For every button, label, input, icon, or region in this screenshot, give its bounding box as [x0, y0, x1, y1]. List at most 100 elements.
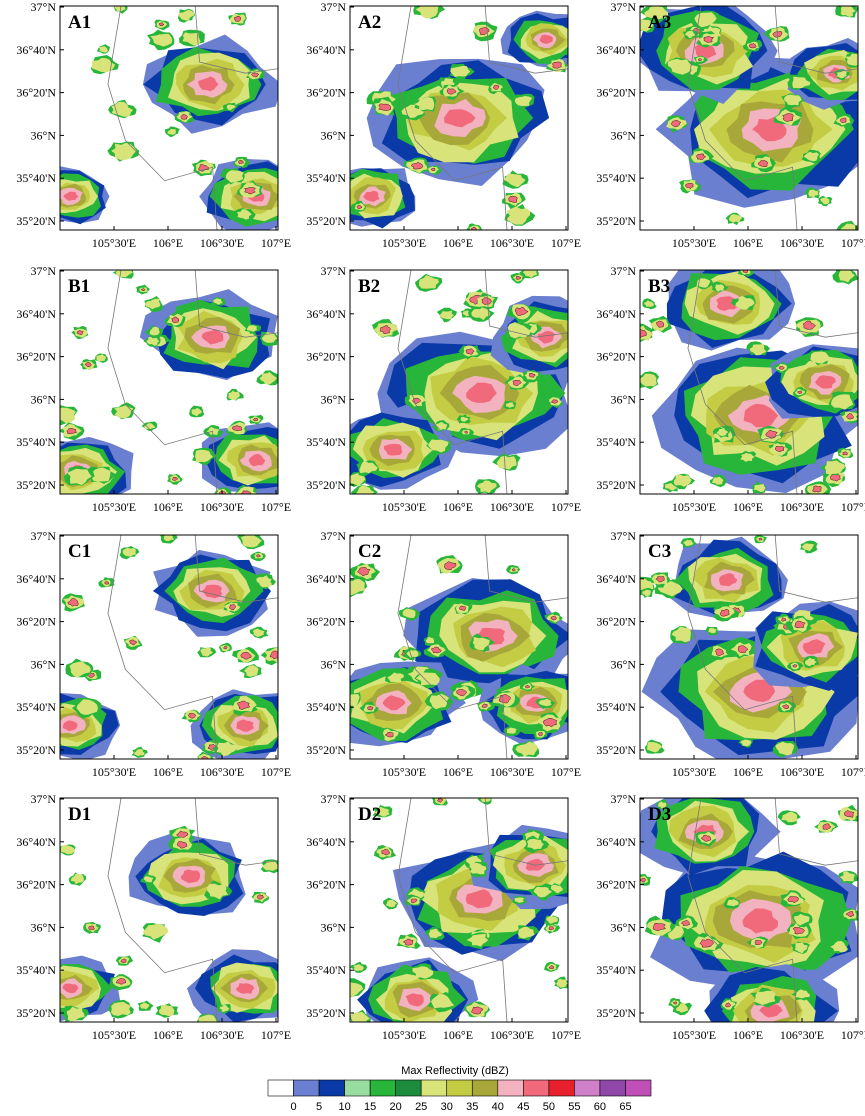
lat-tick-label: 35°40'N	[16, 171, 56, 185]
lon-tick-label: 105°30'E	[382, 236, 426, 250]
reflectivity-field	[640, 6, 858, 230]
lat-tick-label: 35°40'N	[16, 700, 56, 714]
lon-tick-label: 106°30'E	[490, 500, 534, 514]
lat-tick-label: 36°40'N	[596, 307, 636, 321]
lat-tick-label: 36°40'N	[596, 572, 636, 586]
lon-tick-label: 106°E	[733, 236, 763, 250]
lat-tick-label: 36°N	[611, 657, 637, 671]
panel-c3: 37°N 36°40'N 36°20'N 36°N 35°40'N 35°20'N 105°…	[596, 529, 865, 779]
panel-label: A1	[68, 12, 91, 33]
lon-tick-label: 105°30'E	[92, 500, 136, 514]
panel-frame	[59, 5, 279, 231]
colorbar-swatch	[369, 1079, 396, 1097]
boundary-line	[194, 798, 278, 866]
lat-tick-label: 35°40'N	[16, 963, 56, 977]
colorbar-swatch	[395, 1079, 422, 1097]
panel-label: D1	[68, 804, 91, 825]
lat-tick-label: 35°40'N	[596, 435, 636, 449]
lat-tick-label: 37°N	[31, 0, 57, 14]
lon-tick-label: 106°30'E	[780, 236, 824, 250]
panel-d2: 37°N 36°40'N 36°20'N 36°N 35°40'N 35°20'N 105°…	[306, 792, 581, 1042]
lon-tick-label: 106°30'E	[490, 1028, 534, 1042]
boundary-line	[774, 270, 858, 338]
panel-frame	[349, 797, 569, 1023]
reflectivity-field	[350, 535, 568, 759]
colorbar: Max Reflectivity (dBZ) 0 5 10 15 20 25 30 35 40 4…	[267, 1065, 652, 1113]
colorbar-swatch	[344, 1079, 371, 1097]
lat-tick-label: 37°N	[611, 264, 637, 278]
lat-tick-label: 37°N	[611, 792, 637, 806]
lon-tick-label: 106°E	[153, 765, 183, 779]
lat-tick-label: 36°N	[321, 657, 347, 671]
lat-tick-label: 37°N	[321, 0, 347, 14]
boundary-line	[484, 6, 568, 74]
panel-b1: 37°N 36°40'N 36°20'N 36°N 35°40'N 35°20'N 105°…	[16, 264, 291, 514]
lat-tick-label: 35°40'N	[306, 963, 346, 977]
panel-d3: 37°N 36°40'N 36°20'N 36°N 35°40'N 35°20'N 105°…	[596, 792, 865, 1042]
panel-frame	[639, 534, 859, 760]
lon-tick-label: 106°30'E	[780, 1028, 824, 1042]
boundary-line	[687, 270, 798, 494]
lon-tick-label: 105°30'E	[92, 236, 136, 250]
lon-tick-label: 107°E	[261, 1028, 291, 1042]
panel-frame	[59, 797, 279, 1023]
lat-tick-label: 36°40'N	[306, 307, 346, 321]
lat-tick-label: 35°40'N	[306, 171, 346, 185]
panel-frame	[639, 269, 859, 495]
boundary-line	[397, 270, 508, 494]
lon-tick-label: 105°30'E	[672, 500, 716, 514]
lat-tick-label: 35°20'N	[596, 1006, 636, 1020]
colorbar-tick-label: 30	[441, 1101, 453, 1113]
lat-tick-label: 37°N	[321, 264, 347, 278]
boundary-line	[484, 798, 568, 866]
lon-tick-label: 106°E	[153, 1028, 183, 1042]
reflectivity-field	[640, 798, 858, 1022]
lat-tick-label: 35°20'N	[16, 743, 56, 757]
lat-tick-label: 36°20'N	[306, 86, 346, 100]
boundary-line	[687, 798, 798, 1022]
lon-tick-label: 106°30'E	[200, 236, 244, 250]
colorbar-tick-label: 40	[492, 1101, 504, 1113]
panel-frame	[59, 534, 279, 760]
panel-frame	[59, 269, 279, 495]
lat-tick-label: 35°20'N	[596, 214, 636, 228]
colorbar-swatch	[471, 1079, 499, 1097]
boundary-line	[194, 6, 278, 74]
panel-label: D2	[358, 804, 381, 825]
colorbar-tick-label: 15	[364, 1101, 376, 1113]
lat-tick-label: 36°20'N	[596, 86, 636, 100]
lat-tick-label: 35°20'N	[306, 214, 346, 228]
lon-tick-label: 106°30'E	[200, 765, 244, 779]
lon-tick-label: 106°30'E	[200, 500, 244, 514]
lon-tick-label: 106°30'E	[780, 765, 824, 779]
colorbar-tick-label: 55	[568, 1101, 580, 1113]
boundary-line	[194, 270, 278, 338]
lon-tick-label: 105°30'E	[382, 1028, 426, 1042]
lat-tick-label: 36°N	[321, 392, 347, 406]
colorbar-swatch	[318, 1079, 345, 1097]
panel-c1: 37°N 36°40'N 36°20'N 36°N 35°40'N 35°20'N 105°…	[16, 529, 291, 779]
lat-tick-label: 36°N	[611, 128, 637, 142]
lat-tick-label: 36°N	[321, 128, 347, 142]
lon-tick-label: 105°30'E	[672, 236, 716, 250]
lat-tick-label: 35°40'N	[16, 435, 56, 449]
lat-tick-label: 35°20'N	[16, 1006, 56, 1020]
lon-tick-label: 107°E	[841, 1028, 865, 1042]
lat-tick-label: 35°40'N	[596, 700, 636, 714]
panel-c2: 37°N 36°40'N 36°20'N 36°N 35°40'N 35°20'N 105°…	[306, 529, 581, 779]
lat-tick-label: 35°40'N	[596, 171, 636, 185]
lon-tick-label: 106°E	[733, 1028, 763, 1042]
boundary-line	[774, 6, 858, 74]
colorbar-swatch	[420, 1079, 448, 1097]
colorbar-swatch	[574, 1079, 601, 1097]
lon-tick-label: 106°E	[443, 1028, 473, 1042]
lat-tick-label: 36°40'N	[306, 43, 346, 57]
lat-tick-label: 36°20'N	[16, 86, 56, 100]
lon-tick-label: 106°E	[733, 765, 763, 779]
boundary-line	[107, 270, 218, 494]
panel-label: B3	[648, 276, 670, 297]
colorbar-swatch	[497, 1079, 524, 1097]
boundary-line	[107, 798, 218, 1022]
lat-tick-label: 35°20'N	[596, 743, 636, 757]
lat-tick-label: 36°40'N	[16, 572, 56, 586]
